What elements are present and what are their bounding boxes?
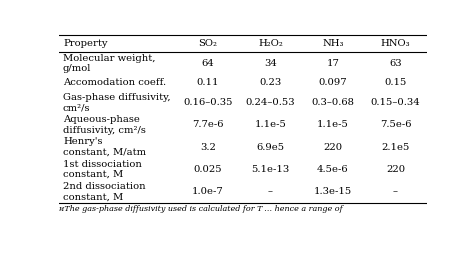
Text: 220: 220: [323, 143, 343, 152]
Text: SO₂: SO₂: [199, 39, 218, 48]
Text: 0.097: 0.097: [319, 79, 347, 87]
Text: 1.3e-15: 1.3e-15: [314, 187, 352, 196]
Text: 1.1e-5: 1.1e-5: [255, 120, 286, 129]
Text: 0.11: 0.11: [197, 79, 219, 87]
Text: Accomodation coeff.: Accomodation coeff.: [63, 79, 166, 87]
Text: Henry's
constant, M/atm: Henry's constant, M/atm: [63, 137, 146, 157]
Text: Gas-phase diffusivity,
cm²/s: Gas-phase diffusivity, cm²/s: [63, 93, 171, 112]
Text: 7.7e-6: 7.7e-6: [192, 120, 224, 129]
Text: NH₃: NH₃: [322, 39, 344, 48]
Text: 0.15: 0.15: [384, 79, 407, 87]
Text: –: –: [268, 187, 273, 196]
Text: 34: 34: [264, 59, 277, 68]
Text: 220: 220: [386, 165, 405, 174]
Text: Molecular weight,
g/mol: Molecular weight, g/mol: [63, 54, 155, 73]
Text: 0.15–0.34: 0.15–0.34: [371, 98, 420, 107]
Text: 0.23: 0.23: [259, 79, 282, 87]
Text: 63: 63: [389, 59, 401, 68]
Text: Aqueous-phase
diffusivity, cm²/s: Aqueous-phase diffusivity, cm²/s: [63, 115, 146, 135]
Text: 0.3–0.68: 0.3–0.68: [311, 98, 355, 107]
Text: Property: Property: [63, 39, 108, 48]
Text: 2nd dissociation
constant, M: 2nd dissociation constant, M: [63, 182, 146, 201]
Text: 0.24–0.53: 0.24–0.53: [246, 98, 295, 107]
Text: 3.2: 3.2: [200, 143, 216, 152]
Text: 17: 17: [327, 59, 339, 68]
Text: H₂O₂: H₂O₂: [258, 39, 283, 48]
Text: 1st dissociation
constant, M: 1st dissociation constant, M: [63, 160, 142, 179]
Text: 7.5e-6: 7.5e-6: [380, 120, 411, 129]
Text: 1.1e-5: 1.1e-5: [317, 120, 349, 129]
Text: 4.5e-6: 4.5e-6: [317, 165, 349, 174]
Text: 0.025: 0.025: [194, 165, 222, 174]
Text: 1.0e-7: 1.0e-7: [192, 187, 224, 196]
Text: 5.1e-13: 5.1e-13: [251, 165, 290, 174]
Text: 64: 64: [201, 59, 214, 68]
Text: 6.9e5: 6.9e5: [256, 143, 284, 152]
Text: ᴎThe gas-phase diffusivity used is calculated for T … hence a range of: ᴎThe gas-phase diffusivity used is calcu…: [59, 205, 343, 213]
Text: 0.16–0.35: 0.16–0.35: [183, 98, 233, 107]
Text: –: –: [393, 187, 398, 196]
Text: 2.1e5: 2.1e5: [381, 143, 410, 152]
Text: HNO₃: HNO₃: [381, 39, 410, 48]
